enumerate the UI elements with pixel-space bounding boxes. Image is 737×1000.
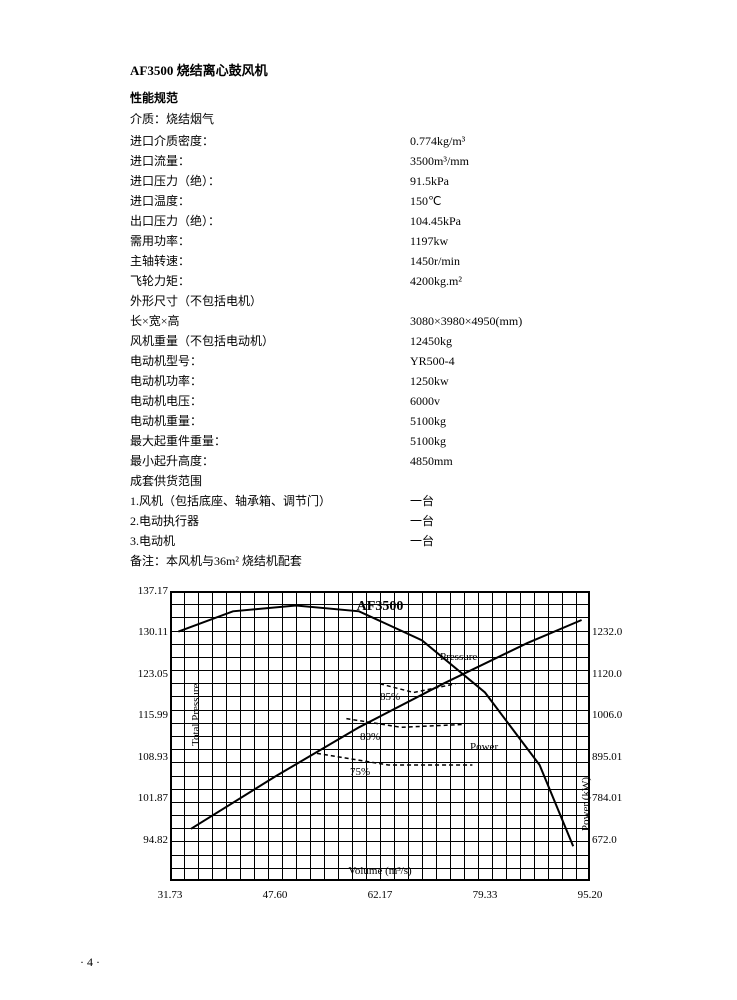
- dim-row: 电动机电压：6000v: [130, 391, 637, 411]
- spec-row: 进口流量：3500m³/mm: [130, 151, 637, 171]
- supply-list: 1.风机（包括底座、轴承箱、调节门）一台2.电动执行器一台3.电动机一台: [130, 491, 637, 551]
- spec-label: 主轴转速：: [130, 251, 410, 271]
- spec-row: 进口压力（绝）：91.5kPa: [130, 171, 637, 191]
- spec-heading: 性能规范: [130, 89, 637, 106]
- page-number: · 4 ·: [80, 955, 100, 970]
- dim-row: 最大起重件重量：5100kg: [130, 431, 637, 451]
- dim-value: 3080×3980×4950(mm): [410, 311, 637, 331]
- spec-row: 进口温度：150℃: [130, 191, 637, 211]
- eff-label-75: 75%: [350, 766, 370, 778]
- dim-label: 最小起升高度：: [130, 451, 410, 471]
- supply-row: 2.电动执行器一台: [130, 511, 637, 531]
- x-tick: 62.17: [368, 889, 393, 901]
- dim-label: 电动机重量：: [130, 411, 410, 431]
- spec-value: 104.45kPa: [410, 211, 637, 231]
- dim-value: YR500-4: [410, 351, 637, 371]
- spec-value: 3500m³/mm: [410, 151, 637, 171]
- spec-label: 进口介质密度：: [130, 131, 410, 151]
- y-right-tick: 1232.0: [592, 626, 630, 638]
- x-tick: 31.73: [158, 889, 183, 901]
- spec-list: 进口介质密度：0.774kg/m³进口流量：3500m³/mm进口压力（绝）：9…: [130, 131, 637, 291]
- remark-line: 备注：本风机与36m² 烧结机配套: [130, 551, 637, 571]
- spec-value: 4200kg.m²: [410, 271, 637, 291]
- y-left-tick: 115.99: [130, 709, 168, 721]
- spec-label: 需用功率：: [130, 231, 410, 251]
- spec-row: 主轴转速：1450r/min: [130, 251, 637, 271]
- dim-label: 长×宽×高: [130, 311, 410, 331]
- y-left-tick: 130.11: [130, 626, 168, 638]
- x-tick: 47.60: [263, 889, 288, 901]
- supply-value: 一台: [410, 491, 637, 511]
- supply-value: 一台: [410, 531, 637, 551]
- spec-row: 出口压力（绝）：104.45kPa: [130, 211, 637, 231]
- spec-value: 150℃: [410, 191, 637, 211]
- y-right-tick: 784.01: [592, 792, 630, 804]
- dims-list: 长×宽×高3080×3980×4950(mm)风机重量（不包括电动机）12450…: [130, 311, 637, 471]
- page-title: AF3500 烧结离心鼓风机: [130, 60, 637, 79]
- supply-value: 一台: [410, 511, 637, 531]
- y-left-tick: 123.05: [130, 668, 168, 680]
- dim-value: 5100kg: [410, 431, 637, 451]
- y-right-axis-title: Power (kW): [580, 777, 592, 831]
- supply-label: 1.风机（包括底座、轴承箱、调节门）: [130, 491, 410, 511]
- dim-label: 电动机电压：: [130, 391, 410, 411]
- y-right-tick: 1120.0: [592, 668, 630, 680]
- chart-title: AF3500: [357, 599, 404, 615]
- spec-label: 进口压力（绝）：: [130, 171, 410, 191]
- supply-label: 2.电动执行器: [130, 511, 410, 531]
- spec-label: 出口压力（绝）：: [130, 211, 410, 231]
- dim-label: 最大起重件重量：: [130, 431, 410, 451]
- supply-row: 3.电动机一台: [130, 531, 637, 551]
- dim-label: 电动机功率：: [130, 371, 410, 391]
- y-right-tick: 672.0: [592, 834, 630, 846]
- x-tick: 95.20: [578, 889, 603, 901]
- spec-value: 1450r/min: [410, 251, 637, 271]
- dim-row: 长×宽×高3080×3980×4950(mm): [130, 311, 637, 331]
- pressure-label: Pressure: [440, 651, 477, 663]
- dim-value: 6000v: [410, 391, 637, 411]
- spec-value: 1197kw: [410, 231, 637, 251]
- dims-heading: 外形尺寸（不包括电机）: [130, 291, 637, 311]
- dim-value: 5100kg: [410, 411, 637, 431]
- y-left-tick: 137.17: [130, 585, 168, 597]
- y-left-tick: 101.87: [130, 792, 168, 804]
- dim-row: 电动机重量：5100kg: [130, 411, 637, 431]
- dim-row: 电动机功率：1250kw: [130, 371, 637, 391]
- dim-label: 电动机型号：: [130, 351, 410, 371]
- spec-label: 进口温度：: [130, 191, 410, 211]
- y-left-axis-title: Total Pressure: [190, 684, 202, 746]
- x-axis-title: Volume (m³/s): [348, 865, 411, 877]
- performance-chart: AF3500 Total Pressure Power (kW) Volume …: [130, 591, 630, 901]
- medium-line: 介质：烧结烟气: [130, 110, 637, 127]
- spec-value: 0.774kg/m³: [410, 131, 637, 151]
- dim-row: 电动机型号：YR500-4: [130, 351, 637, 371]
- dim-value: 12450kg: [410, 331, 637, 351]
- y-left-tick: 108.93: [130, 751, 168, 763]
- supply-row: 1.风机（包括底座、轴承箱、调节门）一台: [130, 491, 637, 511]
- dim-value: 4850mm: [410, 451, 637, 471]
- eff-label-85: 85%: [380, 691, 400, 703]
- supply-label: 3.电动机: [130, 531, 410, 551]
- x-tick: 79.33: [473, 889, 498, 901]
- spec-row: 飞轮力矩：4200kg.m²: [130, 271, 637, 291]
- y-left-tick: 94.82: [130, 834, 168, 846]
- dim-row: 最小起升高度：4850mm: [130, 451, 637, 471]
- eff-label-80: 80%: [360, 731, 380, 743]
- dim-label: 风机重量（不包括电动机）: [130, 331, 410, 351]
- y-right-tick: 1006.0: [592, 709, 630, 721]
- spec-row: 进口介质密度：0.774kg/m³: [130, 131, 637, 151]
- page: AF3500 烧结离心鼓风机 性能规范 介质：烧结烟气 进口介质密度：0.774…: [0, 0, 737, 1000]
- spec-label: 进口流量：: [130, 151, 410, 171]
- dim-value: 1250kw: [410, 371, 637, 391]
- dim-row: 风机重量（不包括电动机）12450kg: [130, 331, 637, 351]
- spec-label: 飞轮力矩：: [130, 271, 410, 291]
- y-right-tick: 895.01: [592, 751, 630, 763]
- spec-row: 需用功率：1197kw: [130, 231, 637, 251]
- spec-value: 91.5kPa: [410, 171, 637, 191]
- power-label: Power: [470, 741, 498, 753]
- supply-heading: 成套供货范围: [130, 471, 637, 491]
